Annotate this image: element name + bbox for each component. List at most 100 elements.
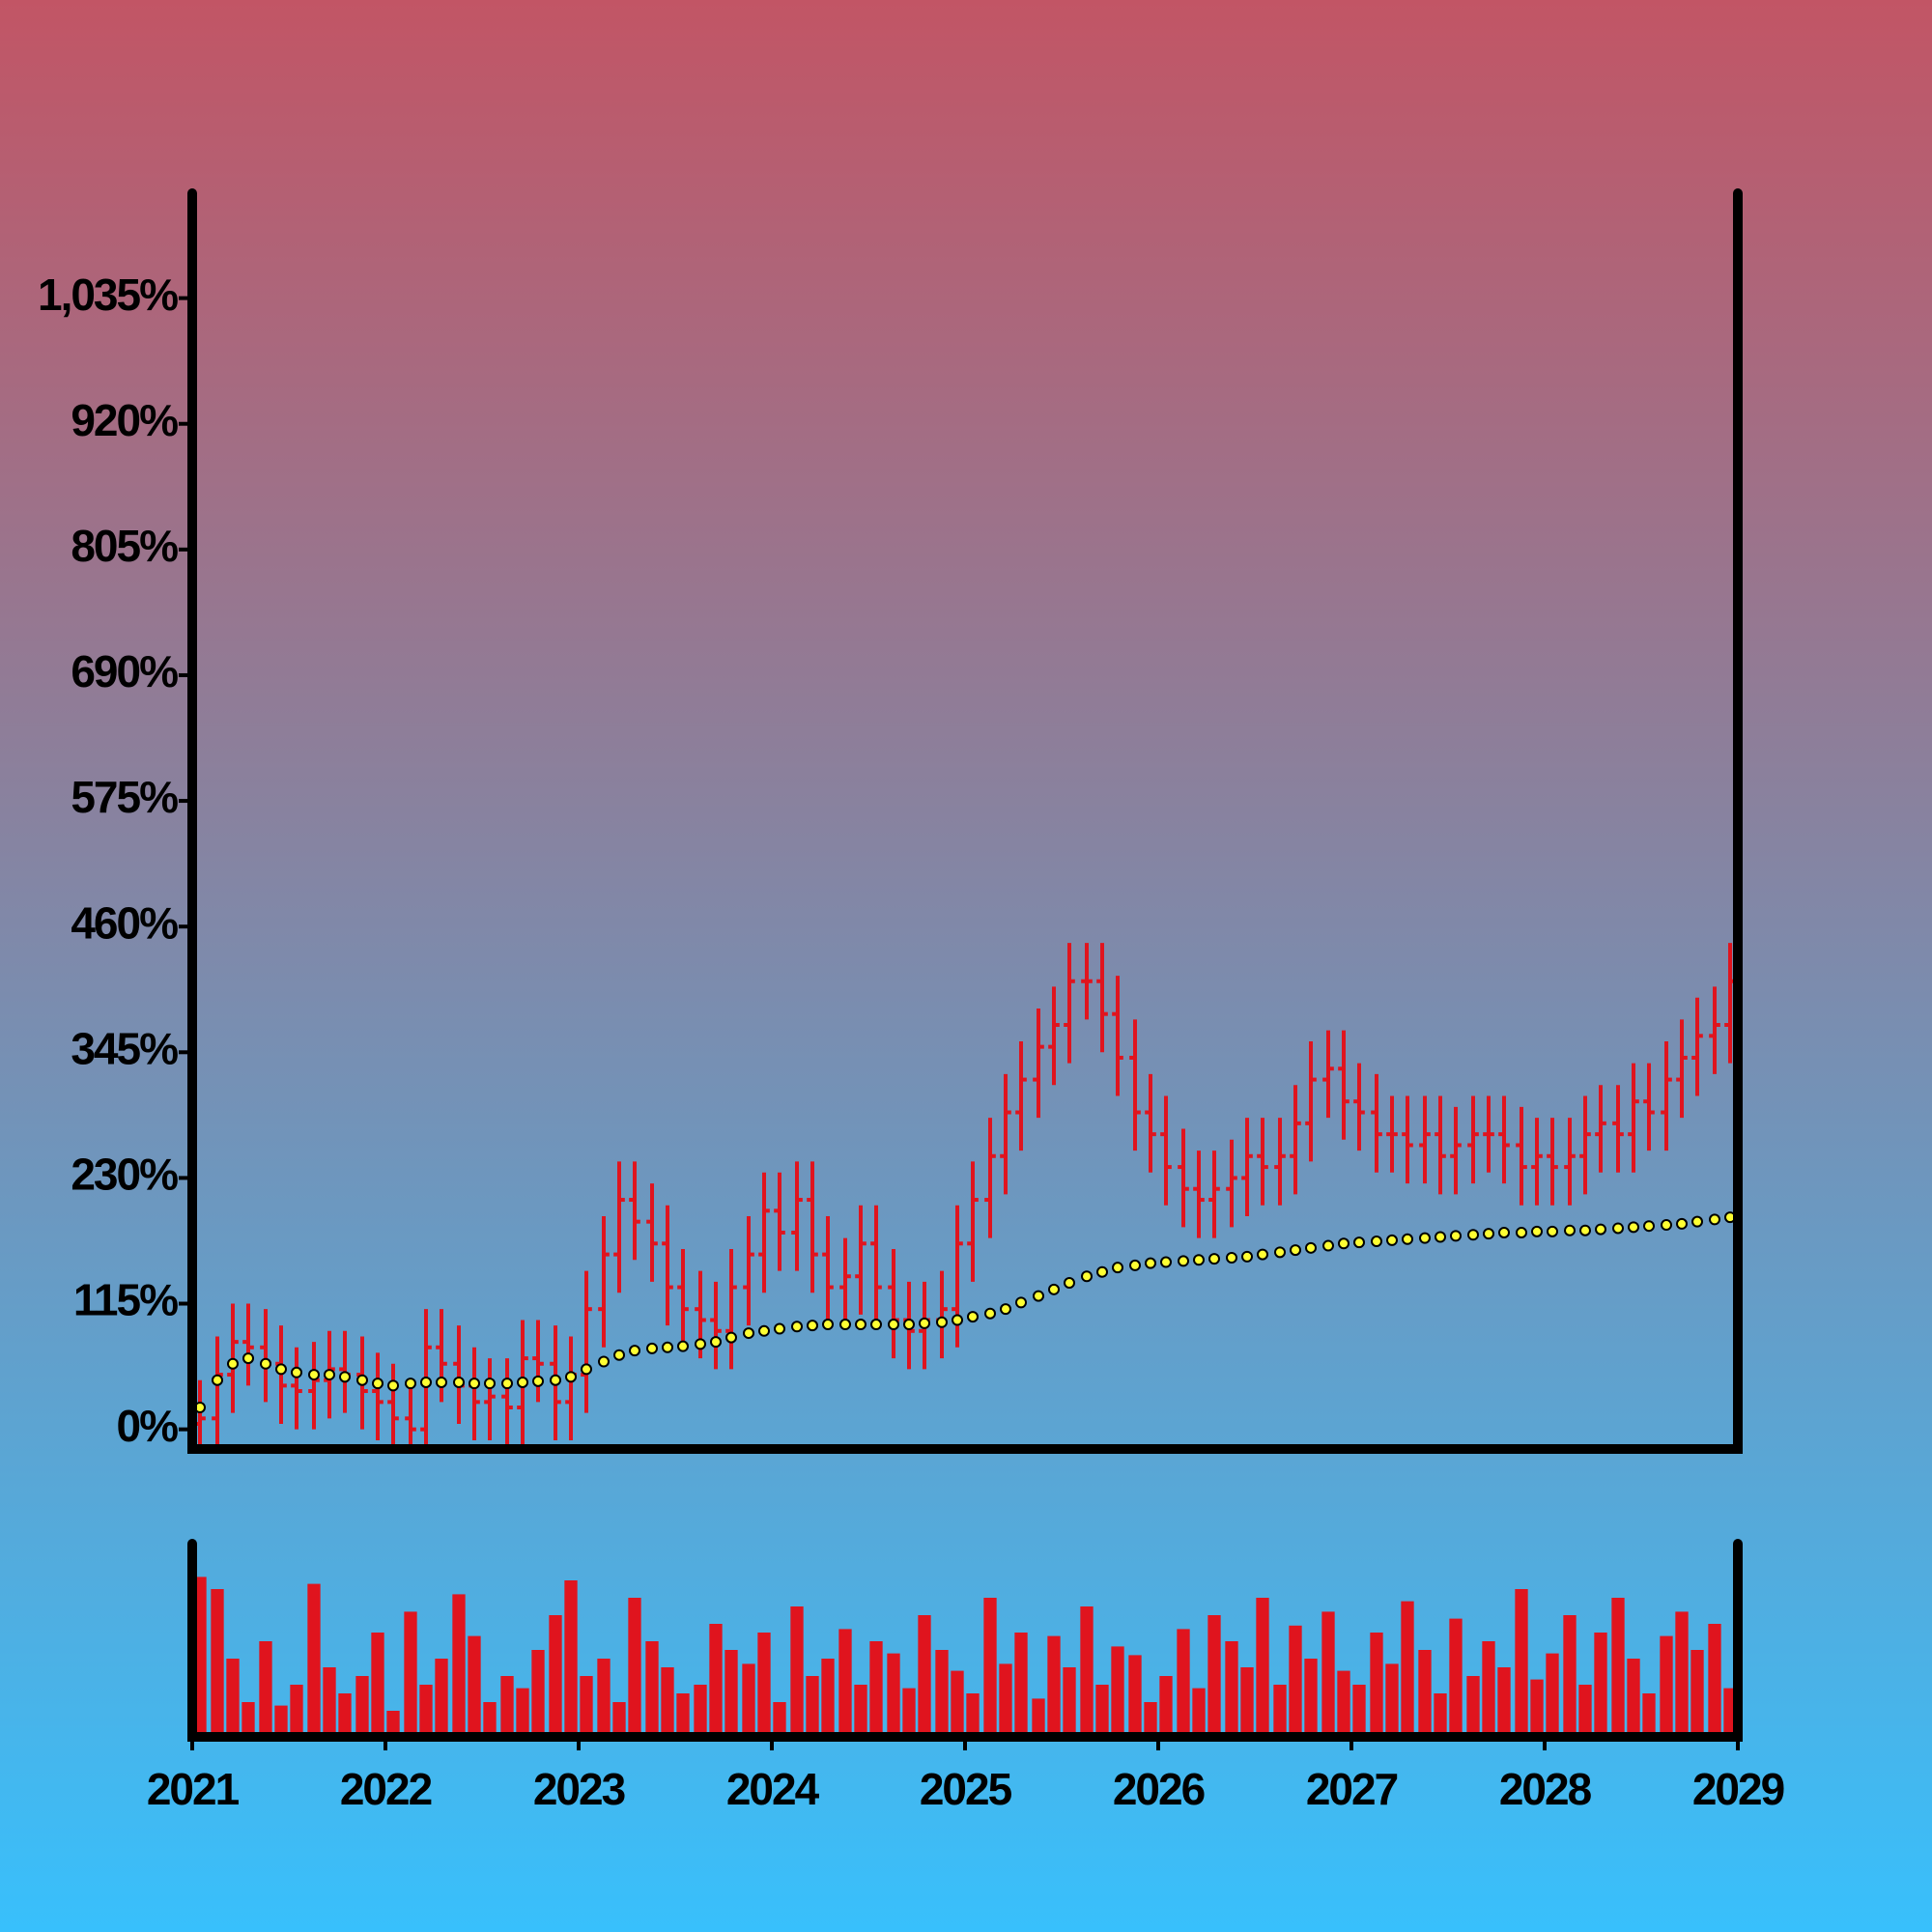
volume-bar [1708,1624,1721,1737]
y-tick-label: 460% [71,897,178,948]
volume-bar [1352,1685,1366,1737]
ma-point [1064,1277,1075,1290]
ma-point [324,1369,335,1381]
ma-point [791,1321,803,1333]
volume-bar [1144,1702,1157,1737]
volume-bar [790,1606,804,1737]
x-tick-label: 2026 [1113,1764,1205,1814]
x-tick-label: 2021 [147,1764,240,1814]
volume-bar [1594,1633,1607,1737]
ma-point [1353,1236,1365,1249]
ma-point [1676,1217,1688,1230]
volume-bar [1304,1659,1318,1737]
volume-bar [1080,1606,1094,1737]
ma-point [469,1378,480,1390]
ma-point [1386,1234,1398,1246]
ma-point [565,1371,577,1383]
ma-point [1691,1215,1703,1228]
ma-point [1547,1225,1558,1237]
volume-bar [549,1615,562,1737]
ma-point [1564,1224,1576,1236]
y-tick-label: 690% [71,646,178,696]
volume-bar [419,1685,433,1737]
x-tick-label: 2023 [533,1764,625,1814]
ma-point [822,1319,834,1331]
volume-bar [806,1676,819,1737]
volume-bar [435,1659,448,1737]
ma-point [725,1331,737,1344]
volume-bar [773,1702,786,1737]
ma-point [227,1357,239,1370]
volume-bar [628,1598,641,1737]
ma-point [677,1340,689,1352]
volume-bar [1690,1650,1704,1737]
volume-bar [1627,1659,1640,1737]
volume-bar [1675,1611,1689,1737]
ma-point [532,1375,544,1387]
volume-bar [918,1615,931,1737]
ma-point [1274,1246,1286,1259]
volume-bar [661,1667,674,1737]
ma-point [758,1324,770,1337]
volume-bar [259,1641,272,1737]
ma-point [308,1369,320,1381]
ma-point [1081,1270,1093,1283]
volume-bar [483,1702,497,1737]
volume-bar [580,1676,593,1737]
volume-bar [371,1633,384,1737]
volume-bar [1418,1650,1432,1737]
volume-bar [452,1594,466,1737]
volume-bar [645,1641,659,1737]
ma-point [1498,1226,1510,1238]
ma-point [275,1363,287,1376]
ma-point [743,1327,754,1340]
volume-bar [597,1659,611,1737]
volume-bar [999,1663,1012,1737]
ma-point [807,1320,818,1332]
ma-point [1048,1283,1060,1295]
y-tick-label: 1,035% [38,270,178,320]
volume-bar [1497,1667,1511,1737]
volume-bar [338,1693,352,1737]
volume-bar [902,1688,916,1737]
volume-bar [564,1580,578,1737]
volume-bar [935,1650,949,1737]
ma-point [1643,1220,1655,1233]
volume-bar [1563,1615,1577,1737]
ma-point [1015,1296,1027,1309]
volume-bar [612,1702,626,1737]
volume-bar [386,1711,400,1737]
volume-bar [1014,1633,1028,1737]
ma-point [613,1349,625,1361]
volume-bar [1273,1685,1287,1737]
volume-bar [1515,1589,1528,1737]
ma-point [501,1378,513,1390]
volume-bar [404,1611,417,1737]
ma-point [356,1374,368,1386]
ma-point [550,1374,561,1386]
ma-point [774,1322,785,1335]
ma-point [212,1374,223,1386]
volume-bar [694,1685,707,1737]
volume-bar [1225,1641,1238,1737]
ma-point [1531,1225,1543,1237]
ma-point [1579,1224,1591,1236]
volume-bar [1111,1646,1124,1737]
ma-point [662,1341,673,1353]
volume-bar [1321,1611,1335,1737]
ma-point [1129,1259,1141,1271]
ma-point [870,1319,882,1331]
ma-point [952,1314,963,1326]
ma-point [1450,1230,1462,1242]
ma-point [710,1336,722,1349]
ma-point [888,1319,899,1331]
volume-bar [1642,1693,1656,1737]
volume-bar [821,1659,835,1737]
volume-bar [1208,1615,1221,1737]
volume-bar [500,1676,514,1737]
ma-point [1483,1228,1494,1240]
ma-point [1241,1250,1253,1263]
volume-bar [242,1702,255,1737]
